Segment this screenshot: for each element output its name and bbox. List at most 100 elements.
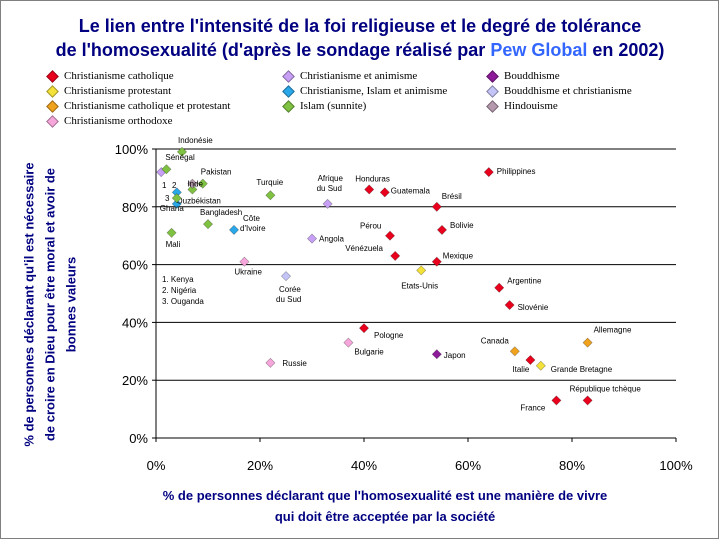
data-point <box>280 271 292 282</box>
data-label: Slovénie <box>518 303 549 312</box>
data-label: Côte <box>243 214 260 223</box>
legend-item: Christianisme et animisme <box>282 69 417 83</box>
data-label: Italie <box>512 365 529 374</box>
y-tick-label: 80% <box>122 200 148 215</box>
x-tick-label: 100% <box>659 458 693 473</box>
chart-title-line1: Le lien entre l'intensité de la foi reli… <box>10 16 710 37</box>
data-label: Ukraine <box>234 268 262 277</box>
x-tick-label: 60% <box>455 458 481 473</box>
data-point <box>322 198 333 209</box>
title-line2-year: en 2002) <box>587 40 665 60</box>
data-point <box>358 323 370 334</box>
legend-label: Christianisme catholique et protestant <box>64 100 231 112</box>
marker-1-label: 1 <box>162 181 167 190</box>
data-point <box>431 349 442 360</box>
data-point <box>431 256 442 267</box>
y-tick-label: 60% <box>122 258 148 273</box>
data-label: Vénézuela <box>345 244 383 253</box>
legend-item: Christianisme catholique <box>46 69 174 83</box>
legend-item: Christianisme catholique et protestant <box>46 99 231 113</box>
legend-label: Christianisme protestant <box>64 85 172 97</box>
x-tick-label: 80% <box>559 458 585 473</box>
data-point <box>525 354 536 365</box>
legend-item: Islam (sunnite) <box>282 99 367 113</box>
data-label: Indonésie <box>178 136 213 145</box>
data-point <box>171 198 182 209</box>
legend-item: Bouddhisme <box>486 69 560 83</box>
legend-item: Christianisme protestant <box>46 84 172 98</box>
data-label: France <box>520 403 545 412</box>
data-point <box>265 190 276 201</box>
legend-label: Hindouisme <box>504 100 558 112</box>
y-tick-label: 20% <box>122 373 148 388</box>
legend-label: Islam (sunnite) <box>300 100 367 112</box>
data-point <box>202 219 214 230</box>
data-label: Canada <box>481 336 510 345</box>
data-point <box>228 224 240 235</box>
data-label: Bulgarie <box>354 348 384 357</box>
data-label: Bangladesh <box>200 208 242 217</box>
data-point <box>306 233 318 244</box>
data-point <box>431 201 442 212</box>
legend-item: Bouddhisme et christianisme <box>486 84 632 98</box>
data-label: Philippines <box>497 167 536 176</box>
title-line2-source: Pew Global <box>490 40 588 60</box>
data-point <box>535 360 546 371</box>
legend-label: Bouddhisme et christianisme <box>504 85 632 97</box>
data-point <box>384 230 396 241</box>
data-label: Allemagne <box>594 326 632 335</box>
data-label: Sénégal <box>165 153 195 162</box>
data-point <box>343 337 354 348</box>
data-label: République tchèque <box>570 384 642 393</box>
legend-label: Bouddhisme <box>504 70 560 82</box>
data-point <box>509 346 520 357</box>
data-label: Mali <box>166 240 181 249</box>
y-tick-label: 100% <box>115 142 149 157</box>
data-label: Argentine <box>507 277 542 286</box>
legend-item: Christianisme, Islam et animisme <box>282 84 448 98</box>
plot-area <box>156 149 676 438</box>
title-line2-b: (d'après le sondage réalisé par <box>216 40 491 60</box>
y-tick-label: 0% <box>129 431 148 446</box>
legend-label: Christianisme orthodoxe <box>64 115 173 127</box>
numbered-countries-note: 1. Kenya 2. Nigéria 3. Ouganda <box>162 275 204 306</box>
x-tick-label: 20% <box>247 458 273 473</box>
data-label: Inde <box>187 180 203 189</box>
data-point <box>494 282 505 293</box>
data-label: Corée <box>279 285 301 294</box>
data-point <box>582 337 593 348</box>
data-label: Angola <box>319 235 344 244</box>
data-point <box>265 357 276 368</box>
data-label: Brésil <box>442 192 462 201</box>
y-tick-label: 40% <box>122 315 148 330</box>
marker-3-label: 3 <box>165 194 170 203</box>
legend-label: Christianisme, Islam et animisme <box>300 85 448 97</box>
data-label: Guatemala <box>391 186 431 195</box>
x-tick-label: 40% <box>351 458 377 473</box>
data-point <box>187 178 198 189</box>
legend-item: Hindouisme <box>486 99 558 113</box>
data-label: Afrique <box>318 174 344 183</box>
data-label: Honduras <box>355 174 390 183</box>
chart-title-line2: de l'homosexualité (d'après le sondage r… <box>10 40 710 61</box>
legend-item: Christianisme orthodoxe <box>46 114 173 128</box>
data-label: Japon <box>444 351 466 360</box>
data-point <box>166 227 177 238</box>
data-label: Grande Bretagne <box>551 365 613 374</box>
data-label: Turquie <box>256 178 283 187</box>
data-label: Ghana <box>160 204 185 213</box>
data-point <box>504 300 515 311</box>
data-label: Pologne <box>374 331 404 340</box>
data-point <box>551 395 562 406</box>
data-label: Bolivie <box>450 221 474 230</box>
data-point <box>416 265 427 276</box>
x-axis-label: % de personnes déclarant que l'homosexua… <box>162 488 608 524</box>
data-label: Ouzbékistan <box>176 196 220 205</box>
data-point <box>161 164 172 175</box>
data-label: Mexique <box>443 252 474 261</box>
data-point <box>171 193 182 204</box>
data-point <box>483 167 494 178</box>
data-label: Pakistan <box>201 168 232 177</box>
y-axis-label: % de personnes déclarant qu'il est néces… <box>21 162 79 447</box>
data-point <box>187 184 198 195</box>
